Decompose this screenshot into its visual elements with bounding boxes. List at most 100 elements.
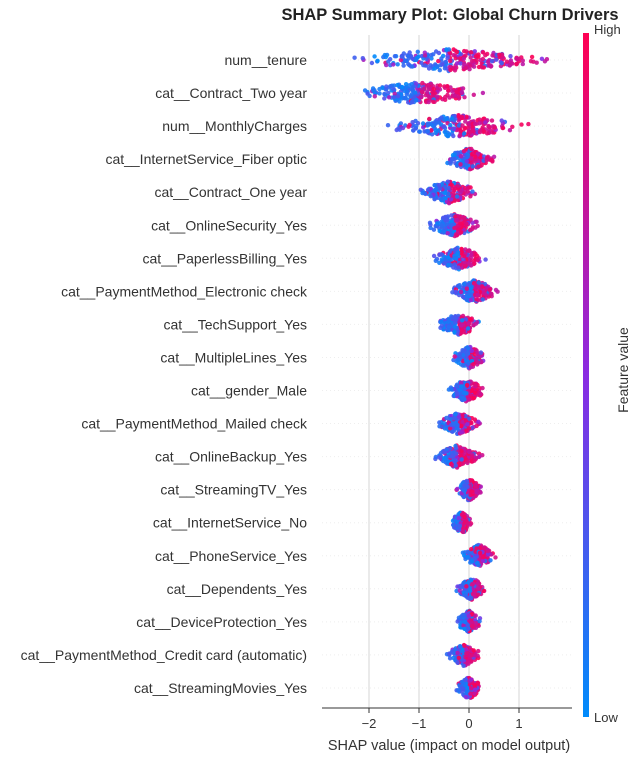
shap-point <box>454 61 460 66</box>
shap-point <box>426 66 432 71</box>
shap-point <box>493 287 499 293</box>
feature-row: cat__PaperlessBilling_Yes <box>143 245 572 272</box>
shap-point <box>494 57 499 62</box>
shap-point <box>463 695 469 700</box>
shap-point <box>465 189 470 194</box>
shap-point <box>362 88 368 93</box>
shap-point <box>459 453 464 458</box>
shap-point <box>419 89 425 95</box>
shap-point <box>449 387 454 392</box>
shap-point <box>409 86 414 91</box>
shap-point <box>432 187 438 193</box>
shap-point <box>489 118 495 123</box>
shap-point <box>464 584 469 589</box>
shap-point <box>456 688 461 693</box>
feature-row: num__tenure <box>224 47 572 74</box>
shap-point <box>475 292 480 298</box>
shap-point <box>454 233 459 238</box>
shap-point <box>465 549 470 554</box>
colorbar: High Low Feature value <box>583 22 631 725</box>
shap-point <box>470 128 475 133</box>
shap-point <box>458 289 464 295</box>
shap-point <box>391 62 396 67</box>
shap-point <box>444 116 449 122</box>
shap-point <box>402 58 408 63</box>
shap-point <box>468 217 473 222</box>
shap-point <box>475 581 480 586</box>
shap-point <box>475 257 480 263</box>
shap-point <box>451 422 456 427</box>
shap-point <box>479 61 484 66</box>
feature-label: cat__PaymentMethod_Credit card (automati… <box>21 647 307 663</box>
shap-point <box>411 128 416 133</box>
shap-point <box>455 486 460 492</box>
colorbar-low-label: Low <box>594 710 618 725</box>
shap-point <box>464 286 470 291</box>
shap-point <box>480 50 486 55</box>
shap-point <box>465 351 470 357</box>
shap-point <box>391 95 397 100</box>
shap-point <box>386 95 392 100</box>
shap-point <box>407 50 412 55</box>
shap-point <box>480 554 486 560</box>
shap-point <box>457 644 463 649</box>
shap-point <box>425 128 430 134</box>
shap-point <box>462 619 468 625</box>
shap-point <box>399 54 404 59</box>
shap-point <box>429 56 434 61</box>
shap-point <box>449 116 455 121</box>
shap-point <box>468 317 473 322</box>
feature-row: cat__TechSupport_Yes <box>164 313 572 337</box>
shap-point <box>459 457 464 462</box>
feature-label: cat__Dependents_Yes <box>167 581 307 597</box>
shap-point <box>429 128 434 133</box>
shap-point <box>461 581 466 586</box>
shap-point <box>461 253 467 259</box>
shap-point <box>439 323 444 328</box>
grid <box>368 35 520 708</box>
shap-point <box>422 63 428 68</box>
shap-point <box>455 184 461 189</box>
x-tick-label: 0 <box>465 716 472 731</box>
shap-point <box>395 82 400 88</box>
shap-point <box>462 131 467 136</box>
shap-point <box>460 318 465 323</box>
shap-point <box>392 54 398 59</box>
shap-point <box>458 61 463 66</box>
shap-point <box>463 65 468 71</box>
shap-point <box>455 650 460 656</box>
shap-point <box>468 286 474 291</box>
shap-point <box>453 463 458 468</box>
shap-point <box>473 382 478 388</box>
shap-point <box>484 131 490 136</box>
shap-point <box>426 82 431 88</box>
shap-point <box>469 454 475 459</box>
shap-point <box>415 49 420 54</box>
feature-label: cat__InternetService_Fiber optic <box>105 151 307 167</box>
shap-point <box>446 88 451 93</box>
shap-point <box>444 47 449 52</box>
shap-point <box>433 121 438 126</box>
shap-point <box>465 326 471 331</box>
shap-point <box>446 185 451 191</box>
shap-point <box>457 133 463 138</box>
shap-point <box>509 61 514 66</box>
shap-point <box>468 619 473 625</box>
feature-rows: num__tenure cat__Contract_Two year num__Mo… <box>21 47 572 700</box>
shap-point <box>439 257 444 262</box>
shap-point <box>445 231 450 236</box>
shap-point <box>499 61 504 66</box>
shap-point <box>464 382 470 388</box>
shap-point <box>464 647 469 652</box>
shap-point <box>422 129 427 134</box>
shap-point <box>430 122 435 127</box>
shap-point <box>473 282 478 287</box>
shap-point <box>455 94 460 99</box>
shap-point <box>477 550 483 556</box>
shap-point <box>446 191 451 196</box>
shap-point <box>409 92 415 97</box>
shap-point <box>419 60 424 65</box>
shap-point <box>467 588 473 593</box>
shap-point <box>459 483 464 488</box>
shap-point <box>449 182 454 188</box>
